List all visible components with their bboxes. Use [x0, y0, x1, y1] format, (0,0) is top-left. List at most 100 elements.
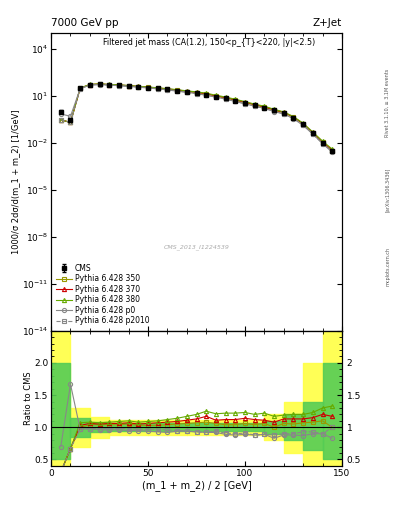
Pythia 6.428 p2010 — [78, 86, 83, 92]
Pythia 6.428 p2010 — [194, 91, 199, 97]
Pythia 6.428 380 — [233, 96, 238, 102]
Pythia 6.428 p2010 — [204, 92, 209, 98]
Pythia 6.428 p0 — [146, 85, 151, 91]
Pythia 6.428 p2010 — [184, 89, 189, 95]
Pythia 6.428 p0 — [165, 87, 170, 93]
Pythia 6.428 380 — [262, 103, 267, 109]
Pythia 6.428 350 — [59, 117, 63, 123]
Pythia 6.428 380 — [204, 90, 209, 96]
Pythia 6.428 380 — [242, 99, 247, 105]
Pythia 6.428 370 — [213, 93, 218, 99]
Pythia 6.428 380 — [68, 119, 73, 125]
Pythia 6.428 370 — [272, 106, 276, 113]
Pythia 6.428 p0 — [136, 84, 141, 90]
Pythia 6.428 p0 — [310, 131, 315, 137]
Legend: CMS, Pythia 6.428 350, Pythia 6.428 370, Pythia 6.428 380, Pythia 6.428 p0, Pyth: CMS, Pythia 6.428 350, Pythia 6.428 370,… — [55, 262, 151, 327]
Pythia 6.428 350 — [252, 102, 257, 108]
Pythia 6.428 380 — [310, 129, 315, 135]
Text: [arXiv:1306.3436]: [arXiv:1306.3436] — [385, 167, 390, 211]
Pythia 6.428 370 — [320, 139, 325, 145]
Pythia 6.428 p0 — [242, 101, 247, 107]
Pythia 6.428 p0 — [68, 113, 73, 119]
Pythia 6.428 350 — [117, 82, 121, 88]
Pythia 6.428 350 — [320, 139, 325, 145]
Pythia 6.428 p2010 — [233, 98, 238, 104]
Pythia 6.428 p0 — [204, 92, 209, 98]
Pythia 6.428 p2010 — [223, 96, 228, 102]
Pythia 6.428 p2010 — [281, 111, 286, 117]
Pythia 6.428 p0 — [107, 82, 112, 88]
Pythia 6.428 p2010 — [310, 131, 315, 137]
Pythia 6.428 370 — [223, 95, 228, 101]
Pythia 6.428 p0 — [252, 103, 257, 109]
Pythia 6.428 370 — [330, 147, 334, 153]
Pythia 6.428 p0 — [117, 82, 121, 89]
Pythia 6.428 350 — [301, 121, 305, 127]
Pythia 6.428 p0 — [126, 83, 131, 90]
Pythia 6.428 p2010 — [59, 117, 63, 123]
Pythia 6.428 p2010 — [175, 88, 180, 94]
Pythia 6.428 p2010 — [272, 108, 276, 114]
Pythia 6.428 370 — [184, 88, 189, 94]
Pythia 6.428 p2010 — [301, 122, 305, 128]
Pythia 6.428 370 — [68, 119, 73, 125]
Pythia 6.428 350 — [242, 100, 247, 106]
Pythia 6.428 370 — [59, 117, 63, 123]
Pythia 6.428 380 — [184, 88, 189, 94]
Pythia 6.428 p0 — [175, 88, 180, 94]
Pythia 6.428 350 — [330, 148, 334, 154]
Pythia 6.428 350 — [233, 97, 238, 103]
Pythia 6.428 380 — [107, 81, 112, 88]
Pythia 6.428 370 — [242, 99, 247, 105]
Pythia 6.428 p0 — [184, 89, 189, 95]
Pythia 6.428 p0 — [213, 94, 218, 100]
Pythia 6.428 370 — [204, 91, 209, 97]
Pythia 6.428 p0 — [330, 149, 334, 155]
Pythia 6.428 380 — [59, 117, 63, 123]
Text: Rivet 3.1.10, ≥ 3.1M events: Rivet 3.1.10, ≥ 3.1M events — [385, 68, 390, 137]
Pythia 6.428 350 — [291, 114, 296, 120]
Pythia 6.428 p0 — [97, 81, 102, 88]
Pythia 6.428 p0 — [301, 122, 305, 129]
Text: Filtered jet mass (CA(1.2), 150<p_{T}<220, |y|<2.5): Filtered jet mass (CA(1.2), 150<p_{T}<22… — [103, 38, 316, 47]
Pythia 6.428 p2010 — [88, 82, 92, 88]
Pythia 6.428 350 — [175, 87, 180, 93]
Pythia 6.428 380 — [146, 84, 151, 90]
Pythia 6.428 350 — [184, 89, 189, 95]
Pythia 6.428 380 — [194, 89, 199, 95]
Pythia 6.428 380 — [175, 87, 180, 93]
Pythia 6.428 p2010 — [97, 81, 102, 88]
Pythia 6.428 370 — [262, 104, 267, 110]
Line: Pythia 6.428 380: Pythia 6.428 380 — [59, 82, 334, 151]
Pythia 6.428 p2010 — [136, 84, 141, 90]
Pythia 6.428 350 — [107, 81, 112, 88]
Pythia 6.428 380 — [281, 109, 286, 115]
Pythia 6.428 p2010 — [155, 86, 160, 92]
Pythia 6.428 p2010 — [291, 115, 296, 121]
Pythia 6.428 380 — [117, 82, 121, 88]
Pythia 6.428 p2010 — [68, 119, 73, 125]
Text: mcplots.cern.ch: mcplots.cern.ch — [385, 247, 390, 286]
Pythia 6.428 380 — [320, 138, 325, 144]
Pythia 6.428 350 — [68, 119, 73, 125]
Line: Pythia 6.428 370: Pythia 6.428 370 — [59, 82, 334, 152]
Pythia 6.428 380 — [301, 120, 305, 126]
Pythia 6.428 p2010 — [330, 148, 334, 154]
Pythia 6.428 350 — [88, 81, 92, 88]
Pythia 6.428 380 — [272, 106, 276, 112]
Pythia 6.428 380 — [165, 86, 170, 92]
Pythia 6.428 p2010 — [126, 83, 131, 90]
Pythia 6.428 p0 — [223, 96, 228, 102]
Text: Z+Jet: Z+Jet — [313, 18, 342, 28]
Text: CMS_2013_I1224539: CMS_2013_I1224539 — [163, 245, 230, 250]
Pythia 6.428 p2010 — [262, 105, 267, 112]
Pythia 6.428 p2010 — [320, 140, 325, 146]
Pythia 6.428 350 — [213, 93, 218, 99]
Pythia 6.428 370 — [117, 82, 121, 88]
Pythia 6.428 p0 — [281, 111, 286, 117]
Pythia 6.428 380 — [155, 84, 160, 91]
Pythia 6.428 350 — [194, 90, 199, 96]
Pythia 6.428 380 — [97, 81, 102, 87]
Pythia 6.428 p0 — [320, 140, 325, 146]
Pythia 6.428 380 — [213, 92, 218, 98]
